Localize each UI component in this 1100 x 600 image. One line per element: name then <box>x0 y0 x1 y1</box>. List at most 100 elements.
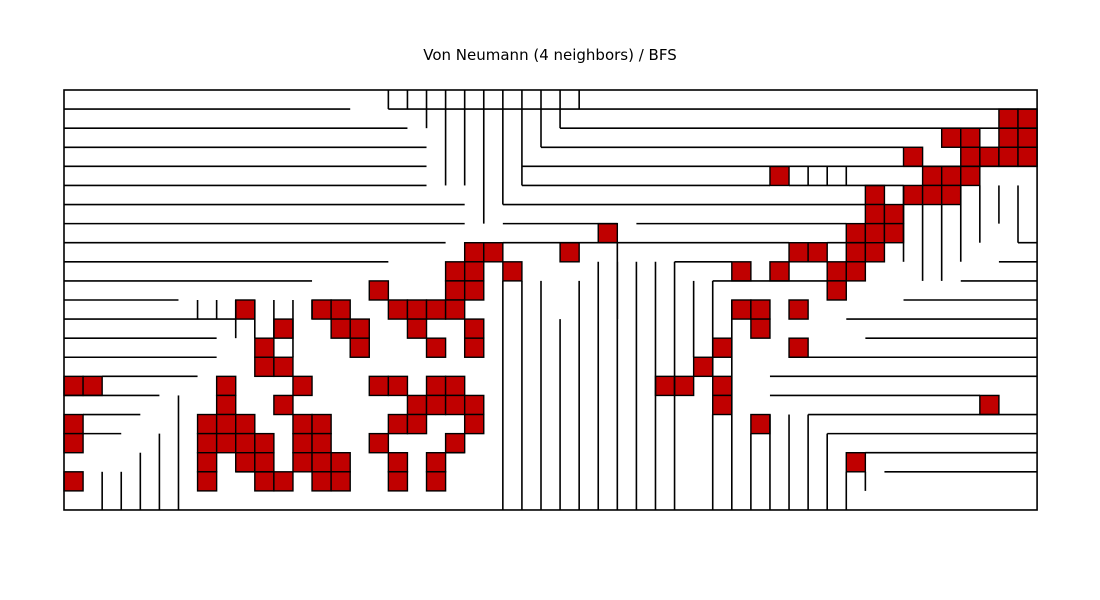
visited-cell <box>463 413 485 435</box>
visited-cell <box>940 165 962 187</box>
visited-cell <box>788 242 809 263</box>
visited-cell <box>845 261 867 282</box>
visited-cell <box>63 471 84 492</box>
visited-cell <box>921 184 943 206</box>
visited-cell <box>883 222 905 244</box>
visited-cell <box>750 318 771 339</box>
visited-cell <box>960 127 981 148</box>
visited-cell <box>845 222 867 244</box>
visited-cell <box>979 146 1000 168</box>
visited-cell <box>406 394 428 416</box>
visited-cell <box>82 375 103 397</box>
visited-cell <box>215 394 237 416</box>
visited-cell <box>788 299 809 320</box>
visited-cell <box>902 146 924 168</box>
visited-cell <box>444 280 466 301</box>
visited-cell <box>368 432 390 454</box>
visited-cell <box>463 261 485 282</box>
visited-cell <box>292 413 313 435</box>
visited-cell <box>998 127 1019 148</box>
visited-cell <box>979 394 1000 416</box>
visited-cell <box>215 413 237 435</box>
visited-cell <box>692 356 714 378</box>
visited-cell <box>311 299 332 320</box>
visited-cell <box>731 261 752 282</box>
visited-cell <box>425 337 447 358</box>
visited-cell <box>826 261 847 282</box>
visited-cell <box>1017 108 1038 129</box>
visited-cell <box>196 452 218 473</box>
visited-cell <box>330 299 351 320</box>
visited-cell <box>788 337 809 358</box>
visited-cell <box>998 108 1019 129</box>
visited-cell <box>196 432 218 454</box>
visited-cell <box>235 452 256 473</box>
visited-cell <box>387 299 409 320</box>
visited-cell <box>63 413 84 435</box>
visited-cell <box>254 432 275 454</box>
visited-cell <box>330 452 351 473</box>
visited-cell <box>273 318 294 339</box>
visited-cell <box>463 242 485 263</box>
visited-cell <box>425 394 447 416</box>
visited-cell <box>864 203 886 225</box>
visited-cell <box>769 165 790 187</box>
visited-cell <box>311 471 332 492</box>
visited-cell <box>712 337 733 358</box>
visited-cell <box>1017 146 1038 168</box>
visited-cell <box>444 394 466 416</box>
visited-cell <box>750 413 771 435</box>
visited-cell <box>444 299 466 320</box>
visited-cell <box>960 146 981 168</box>
visited-cell <box>387 413 409 435</box>
visited-cell <box>444 432 466 454</box>
visited-cell <box>349 337 370 358</box>
visited-cell <box>425 452 447 473</box>
visited-cell <box>463 337 485 358</box>
visited-cell <box>883 203 905 225</box>
visited-cell <box>63 432 84 454</box>
visited-cell <box>425 375 447 397</box>
visited-cell <box>502 261 523 282</box>
visited-cell <box>311 413 332 435</box>
visited-cell <box>864 222 886 244</box>
visited-cell <box>330 318 351 339</box>
visited-cell <box>235 413 256 435</box>
visited-cell <box>368 280 390 301</box>
visited-cell <box>654 375 676 397</box>
visited-cell <box>235 432 256 454</box>
visited-cell <box>254 356 275 378</box>
visited-cell <box>845 452 867 473</box>
visited-cell <box>463 318 485 339</box>
visited-cell <box>998 146 1019 168</box>
maze-walls-layer <box>64 90 1038 510</box>
visited-cell <box>215 432 237 454</box>
visited-cell <box>406 299 428 320</box>
visited-cell <box>425 471 447 492</box>
visited-cell <box>330 471 351 492</box>
visited-cell <box>196 413 218 435</box>
visited-cell <box>311 452 332 473</box>
visited-cell <box>254 452 275 473</box>
visited-cell <box>731 299 752 320</box>
visited-cell <box>406 413 428 435</box>
visited-cell <box>292 375 313 397</box>
visited-cell <box>673 375 695 397</box>
visited-cell <box>712 375 733 397</box>
visited-cell <box>826 280 847 301</box>
visited-cell <box>273 356 294 378</box>
chart-title: Von Neumann (4 neighbors) / BFS <box>423 46 677 64</box>
visited-cell <box>845 242 867 263</box>
visited-cell <box>425 299 447 320</box>
visited-cell <box>368 375 390 397</box>
visited-cell <box>463 280 485 301</box>
visited-cell <box>597 222 619 244</box>
visited-cell <box>559 242 580 263</box>
visited-cell <box>406 318 428 339</box>
visited-cell <box>311 432 332 454</box>
visited-cell <box>444 375 466 397</box>
visited-cells-layer <box>63 108 1038 492</box>
visited-cell <box>387 452 409 473</box>
visited-cell <box>387 471 409 492</box>
